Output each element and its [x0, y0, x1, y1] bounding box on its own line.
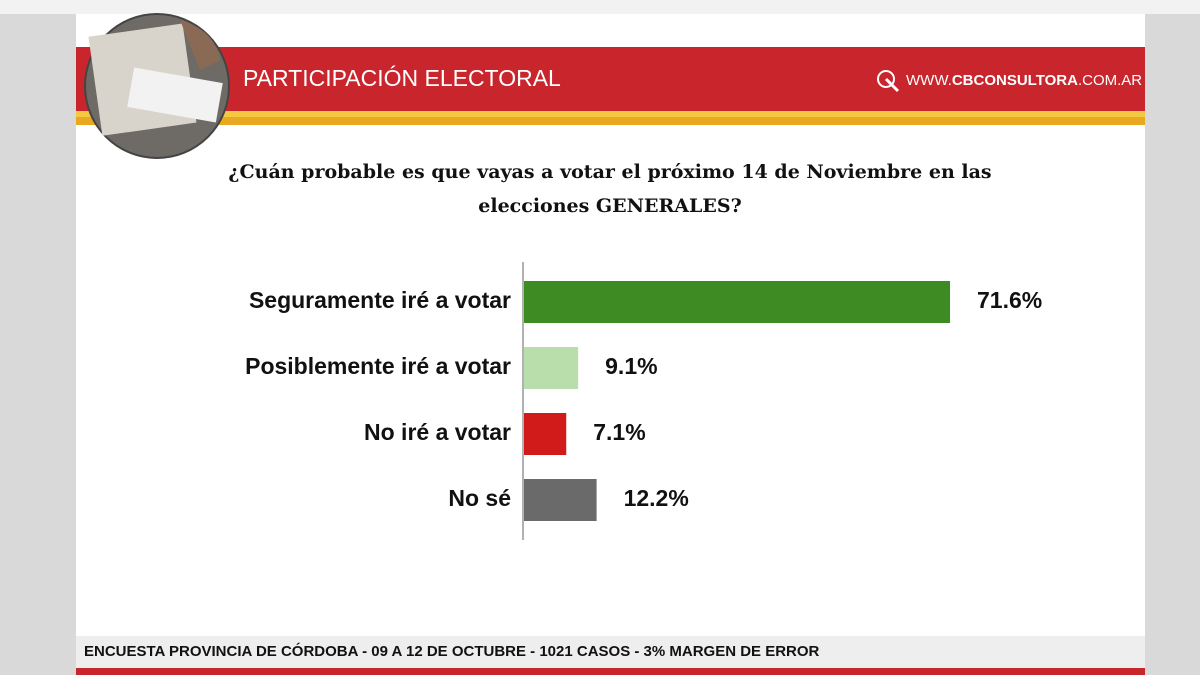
website-suffix: .COM.AR	[1078, 72, 1142, 89]
value-label: 7.1%	[593, 419, 645, 445]
chart-title: ¿Cuán probable es que vayas a votar el p…	[228, 161, 992, 217]
category-label: No sé	[448, 485, 511, 511]
bar	[524, 413, 567, 455]
category-label: Seguramente iré a votar	[249, 287, 511, 313]
footer-stripe	[76, 668, 1145, 675]
category-label: No iré a votar	[364, 419, 511, 445]
logo-icon	[877, 70, 900, 93]
footer: ENCUESTA PROVINCIA DE CÓRDOBA - 09 A 12 …	[84, 642, 820, 660]
footer-band	[76, 636, 1145, 668]
value-label: 9.1%	[605, 353, 657, 379]
bar	[524, 281, 951, 323]
header-stripe	[76, 117, 1145, 125]
website: WWW.CBCONSULTORA.COM.AR	[906, 72, 1142, 89]
bar	[524, 479, 597, 521]
value-label: 12.2%	[624, 485, 689, 511]
bar	[524, 347, 579, 389]
website-name: CBCONSULTORA	[952, 72, 1078, 89]
website-prefix: WWW.	[906, 72, 952, 89]
header-band	[76, 47, 1145, 111]
value-label: 71.6%	[977, 287, 1042, 313]
category-label: Posiblemente iré a votar	[245, 353, 511, 379]
header-title: PARTICIPACIÓN ELECTORAL	[243, 65, 561, 91]
photo	[84, 13, 230, 159]
header-stripe	[76, 111, 1145, 117]
top-bar	[0, 0, 1200, 14]
